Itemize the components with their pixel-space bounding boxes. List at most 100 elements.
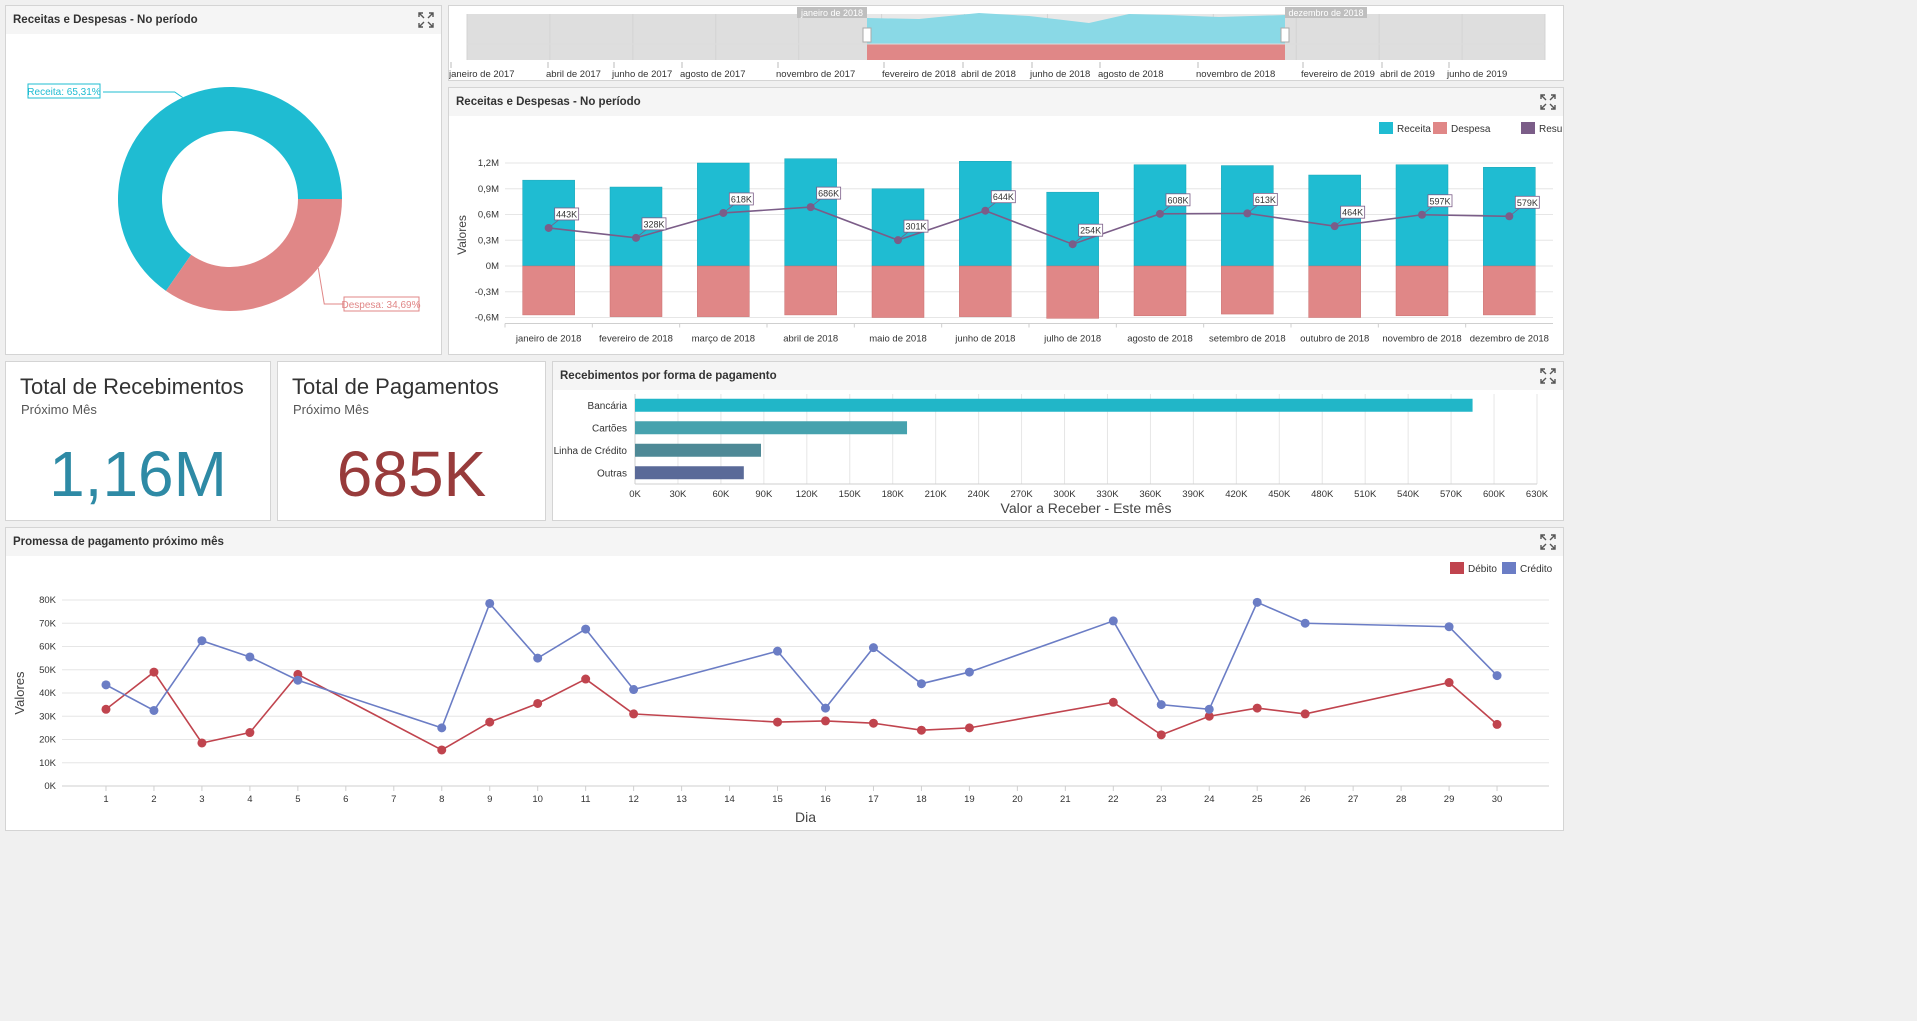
promise-point-debito[interactable] — [821, 716, 830, 726]
payments-xtick-label: 210K — [925, 489, 948, 500]
promise-point-credito[interactable] — [581, 624, 591, 634]
promise-point-debito[interactable] — [197, 738, 207, 748]
promise-point-debito[interactable] — [1252, 703, 1262, 713]
promise-point-debito[interactable] — [1156, 730, 1166, 740]
promise-point-debito[interactable] — [1492, 719, 1502, 729]
promise-xtick-label: 27 — [1348, 794, 1359, 805]
monthly-bar-despesa[interactable] — [784, 265, 837, 316]
promise-point-debito[interactable] — [485, 717, 495, 727]
promise-point-credito[interactable] — [197, 636, 207, 646]
donut-chart: Receita: 65,31% Despesa: 34,69% — [27, 83, 421, 312]
donut-label-leader — [103, 91, 183, 98]
promise-point-debito[interactable] — [581, 674, 591, 684]
monthly-point-resultado[interactable] — [1243, 209, 1252, 218]
monthly-point-resultado[interactable] — [1418, 210, 1426, 219]
promise-point-credito[interactable] — [101, 680, 111, 690]
promise-point-debito[interactable] — [1300, 709, 1310, 719]
monthly-bar-despesa[interactable] — [609, 265, 663, 317]
promise-point-debito[interactable] — [245, 728, 255, 738]
promise-point-credito[interactable] — [964, 667, 974, 677]
monthly-bar-despesa[interactable] — [1395, 265, 1449, 317]
promise-point-credito[interactable] — [533, 653, 543, 663]
monthly-data-label: 579K — [1517, 198, 1538, 208]
promise-point-credito[interactable] — [1492, 671, 1502, 681]
promise-point-credito[interactable] — [1444, 622, 1454, 632]
maximize-icon[interactable] — [418, 12, 434, 28]
promise-point-credito[interactable] — [773, 646, 783, 656]
monthly-bar-receita[interactable] — [784, 158, 837, 267]
promise-xtick-label: 17 — [868, 794, 879, 805]
promise-xtick-label: 5 — [295, 794, 300, 805]
range-start-handle[interactable] — [862, 27, 872, 43]
promise-point-credito[interactable] — [485, 598, 495, 608]
payments-bar[interactable] — [635, 466, 744, 480]
monthly-bar-receita[interactable] — [522, 179, 575, 267]
promise-ytick-label: 30K — [39, 711, 57, 722]
monthly-bar-despesa[interactable] — [697, 265, 750, 317]
payments-xlabel: Valor a Receber - Este mês — [1001, 500, 1172, 516]
monthly-data-label-box — [641, 217, 667, 231]
monthly-bar-despesa[interactable] — [1483, 265, 1536, 316]
promise-point-credito[interactable] — [1204, 704, 1214, 714]
donut-slice-receita[interactable] — [117, 87, 342, 291]
monthly-data-label-leader — [1072, 235, 1083, 245]
payments-bar[interactable] — [635, 421, 908, 435]
promise-point-credito[interactable] — [1300, 618, 1310, 628]
promise-point-credito[interactable] — [437, 723, 447, 733]
promise-point-debito[interactable] — [101, 704, 111, 714]
monthly-bar-despesa[interactable] — [871, 265, 925, 318]
promise-point-debito[interactable] — [1108, 697, 1118, 707]
monthly-bar-despesa[interactable] — [1308, 265, 1361, 318]
monthly-bar-receita[interactable] — [1308, 174, 1361, 267]
monthly-data-label-box — [816, 186, 842, 200]
promise-point-credito[interactable] — [821, 703, 830, 713]
promise-point-credito[interactable] — [916, 679, 926, 689]
promise-point-debito[interactable] — [916, 725, 926, 735]
promise-point-credito[interactable] — [149, 705, 159, 715]
promise-point-credito[interactable] — [1156, 700, 1166, 710]
payments-xtick-label: 120K — [796, 489, 819, 500]
promise-point-debito[interactable] — [533, 698, 543, 708]
promise-point-debito[interactable] — [773, 717, 783, 727]
promise-point-credito[interactable] — [868, 643, 878, 653]
monthly-bar-despesa[interactable] — [1133, 265, 1187, 317]
promise-legend-label: Débito — [1468, 564, 1497, 575]
monthly-data-label: 618K — [731, 194, 752, 204]
monthly-bar-despesa[interactable] — [522, 265, 575, 316]
range-unselected-right — [1285, 14, 1545, 60]
payments-xtick-label: 600K — [1483, 489, 1506, 500]
promise-point-debito[interactable] — [964, 723, 974, 733]
range-selector[interactable]: janeiro de 2018 dezembro de 2018 janeiro d… — [449, 6, 1563, 80]
promise-ytick-label: 10K — [39, 758, 57, 769]
monthly-bar-despesa[interactable] — [1221, 265, 1274, 315]
maximize-icon[interactable] — [1540, 368, 1556, 384]
range-end-handle[interactable] — [1280, 27, 1290, 43]
maximize-icon[interactable] — [1540, 534, 1556, 550]
promise-point-credito[interactable] — [293, 675, 303, 685]
monthly-bar-despesa[interactable] — [1046, 265, 1099, 319]
donut-panel-header: Receitas e Despesas - No período — [6, 6, 441, 34]
range-end-label-box — [1285, 7, 1367, 18]
promise-point-debito[interactable] — [629, 709, 639, 719]
promise-point-credito[interactable] — [629, 685, 639, 695]
maximize-icon[interactable] — [1540, 94, 1556, 110]
promise-point-credito[interactable] — [1108, 616, 1118, 626]
promise-point-debito[interactable] — [1204, 711, 1214, 721]
monthly-data-label-leader — [635, 229, 647, 239]
promise-point-debito[interactable] — [1444, 678, 1454, 688]
promise-point-debito[interactable] — [149, 667, 159, 677]
payments-xtick-label: 390K — [1182, 489, 1205, 500]
payments-bar[interactable] — [635, 443, 761, 457]
promise-chart-title: Promessa de pagamento próximo mês — [13, 536, 224, 548]
payments-bar[interactable] — [635, 398, 1473, 412]
monthly-data-label-box — [1078, 223, 1104, 237]
promise-point-credito[interactable] — [245, 652, 255, 662]
promise-chart-panel: Promessa de pagamento próximo mês 80K 70K… — [5, 527, 1564, 831]
payments-xtick-label: 90K — [755, 489, 773, 500]
promise-point-debito[interactable] — [437, 745, 447, 755]
promise-point-credito[interactable] — [1252, 597, 1262, 607]
donut-slice-despesa[interactable] — [165, 199, 342, 311]
promise-point-debito[interactable] — [868, 718, 878, 728]
monthly-bar-despesa[interactable] — [959, 265, 1012, 317]
monthly-point-resultado[interactable] — [806, 203, 815, 212]
